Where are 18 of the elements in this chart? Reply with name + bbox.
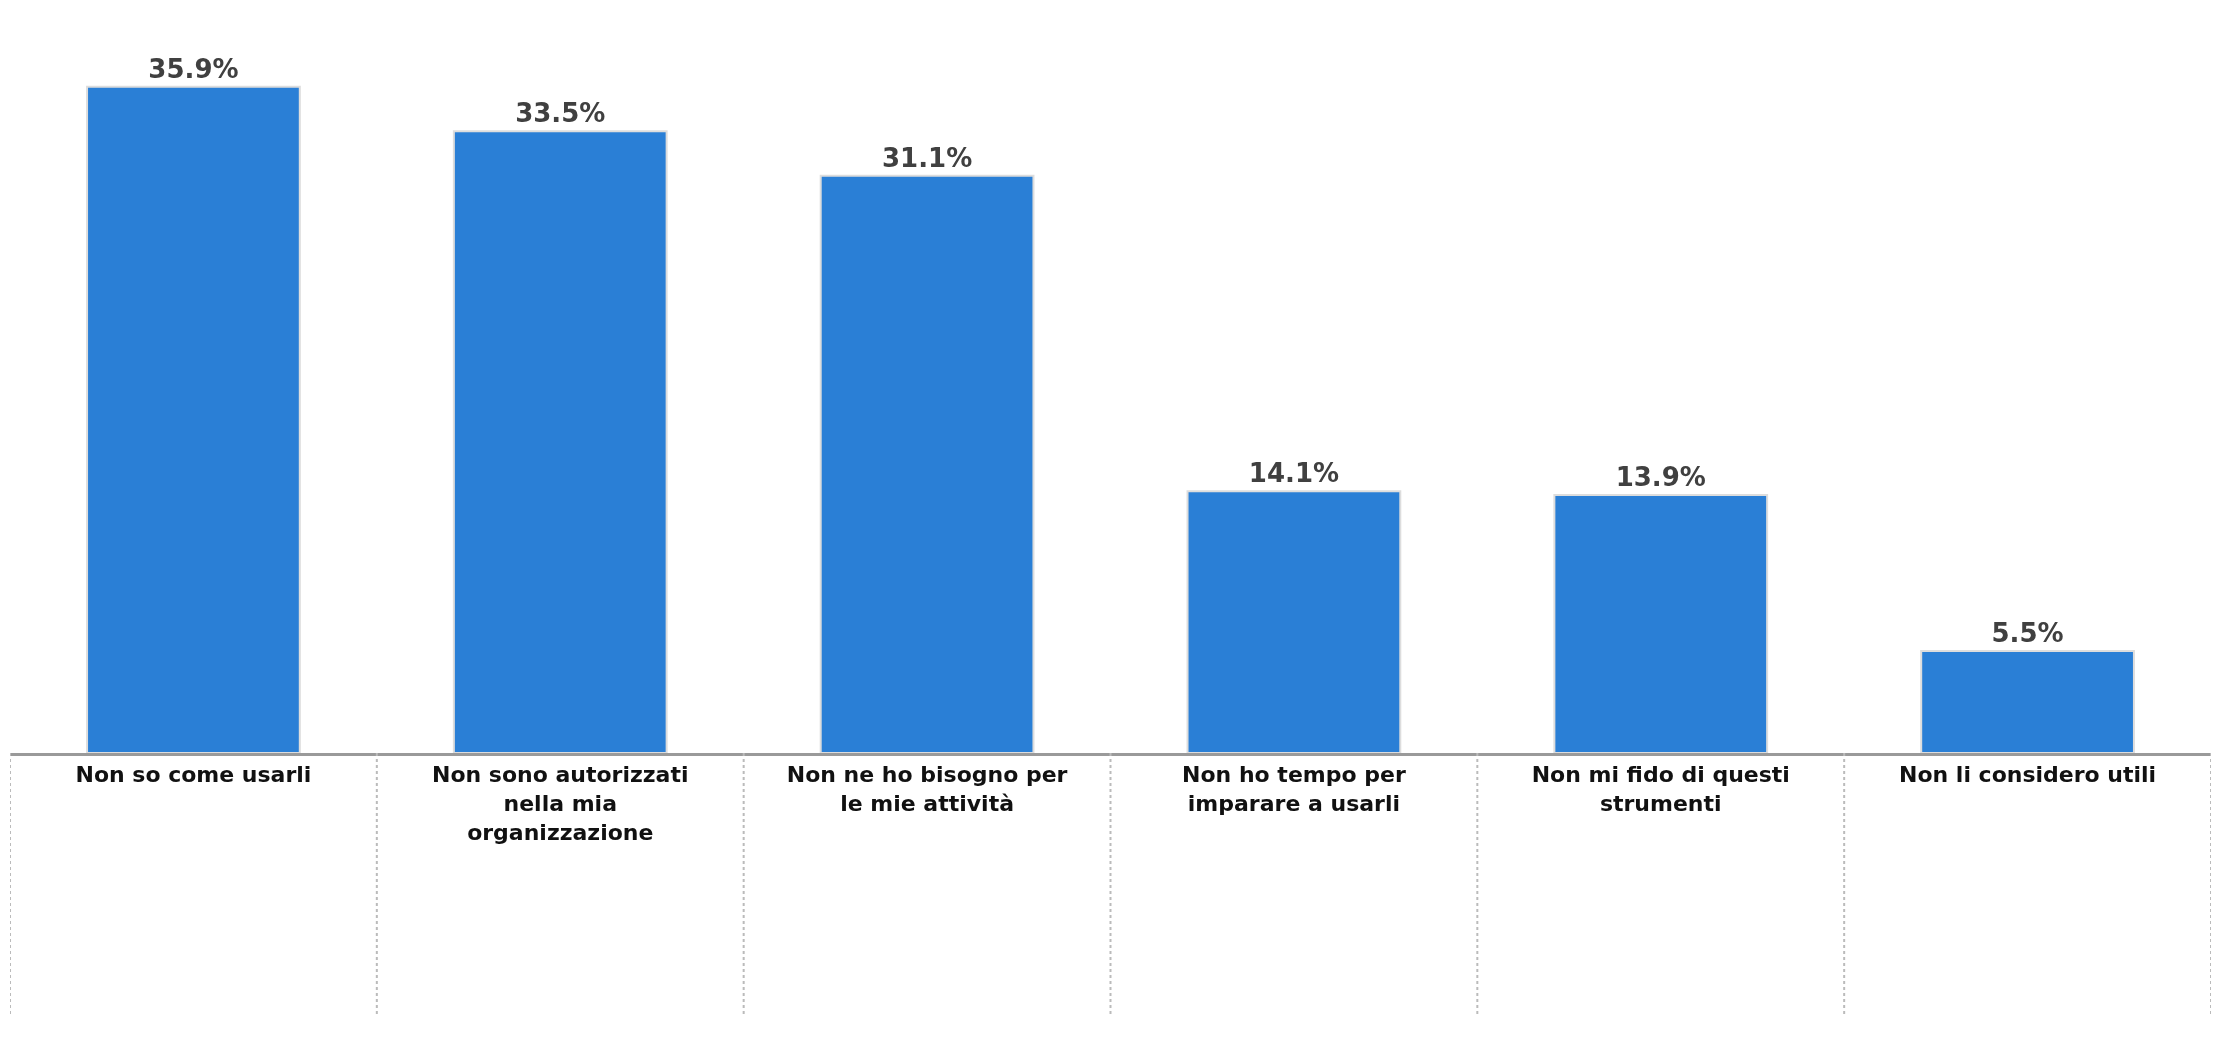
x-tick-label: Non li considero utili	[1899, 762, 2157, 788]
bar	[452, 130, 668, 753]
data-label: 13.9%	[1615, 462, 1706, 492]
bar	[1186, 490, 1402, 753]
x-tick-label: Non sono autorizzati nella mia organizzazione	[431, 762, 689, 845]
x-tick-label: Non so come usarli	[75, 762, 312, 788]
x-tick-label: Non mi fido di questi strumenti	[1531, 762, 1790, 816]
data-label: 33.5%	[515, 98, 606, 129]
bar	[1553, 494, 1769, 753]
data-label: 14.1%	[1248, 458, 1340, 489]
x-tick-label: Non ne ho bisogno per le mie attività	[786, 762, 1068, 816]
bar	[86, 85, 301, 753]
bar	[819, 174, 1035, 753]
data-label: 31.1%	[881, 142, 973, 173]
bar	[1920, 649, 2135, 753]
data-label: 35.9%	[148, 53, 239, 84]
data-label: 5.5%	[1991, 617, 2064, 648]
x-tick-label: Non ho tempo per imparare a usarli	[1182, 762, 1406, 816]
